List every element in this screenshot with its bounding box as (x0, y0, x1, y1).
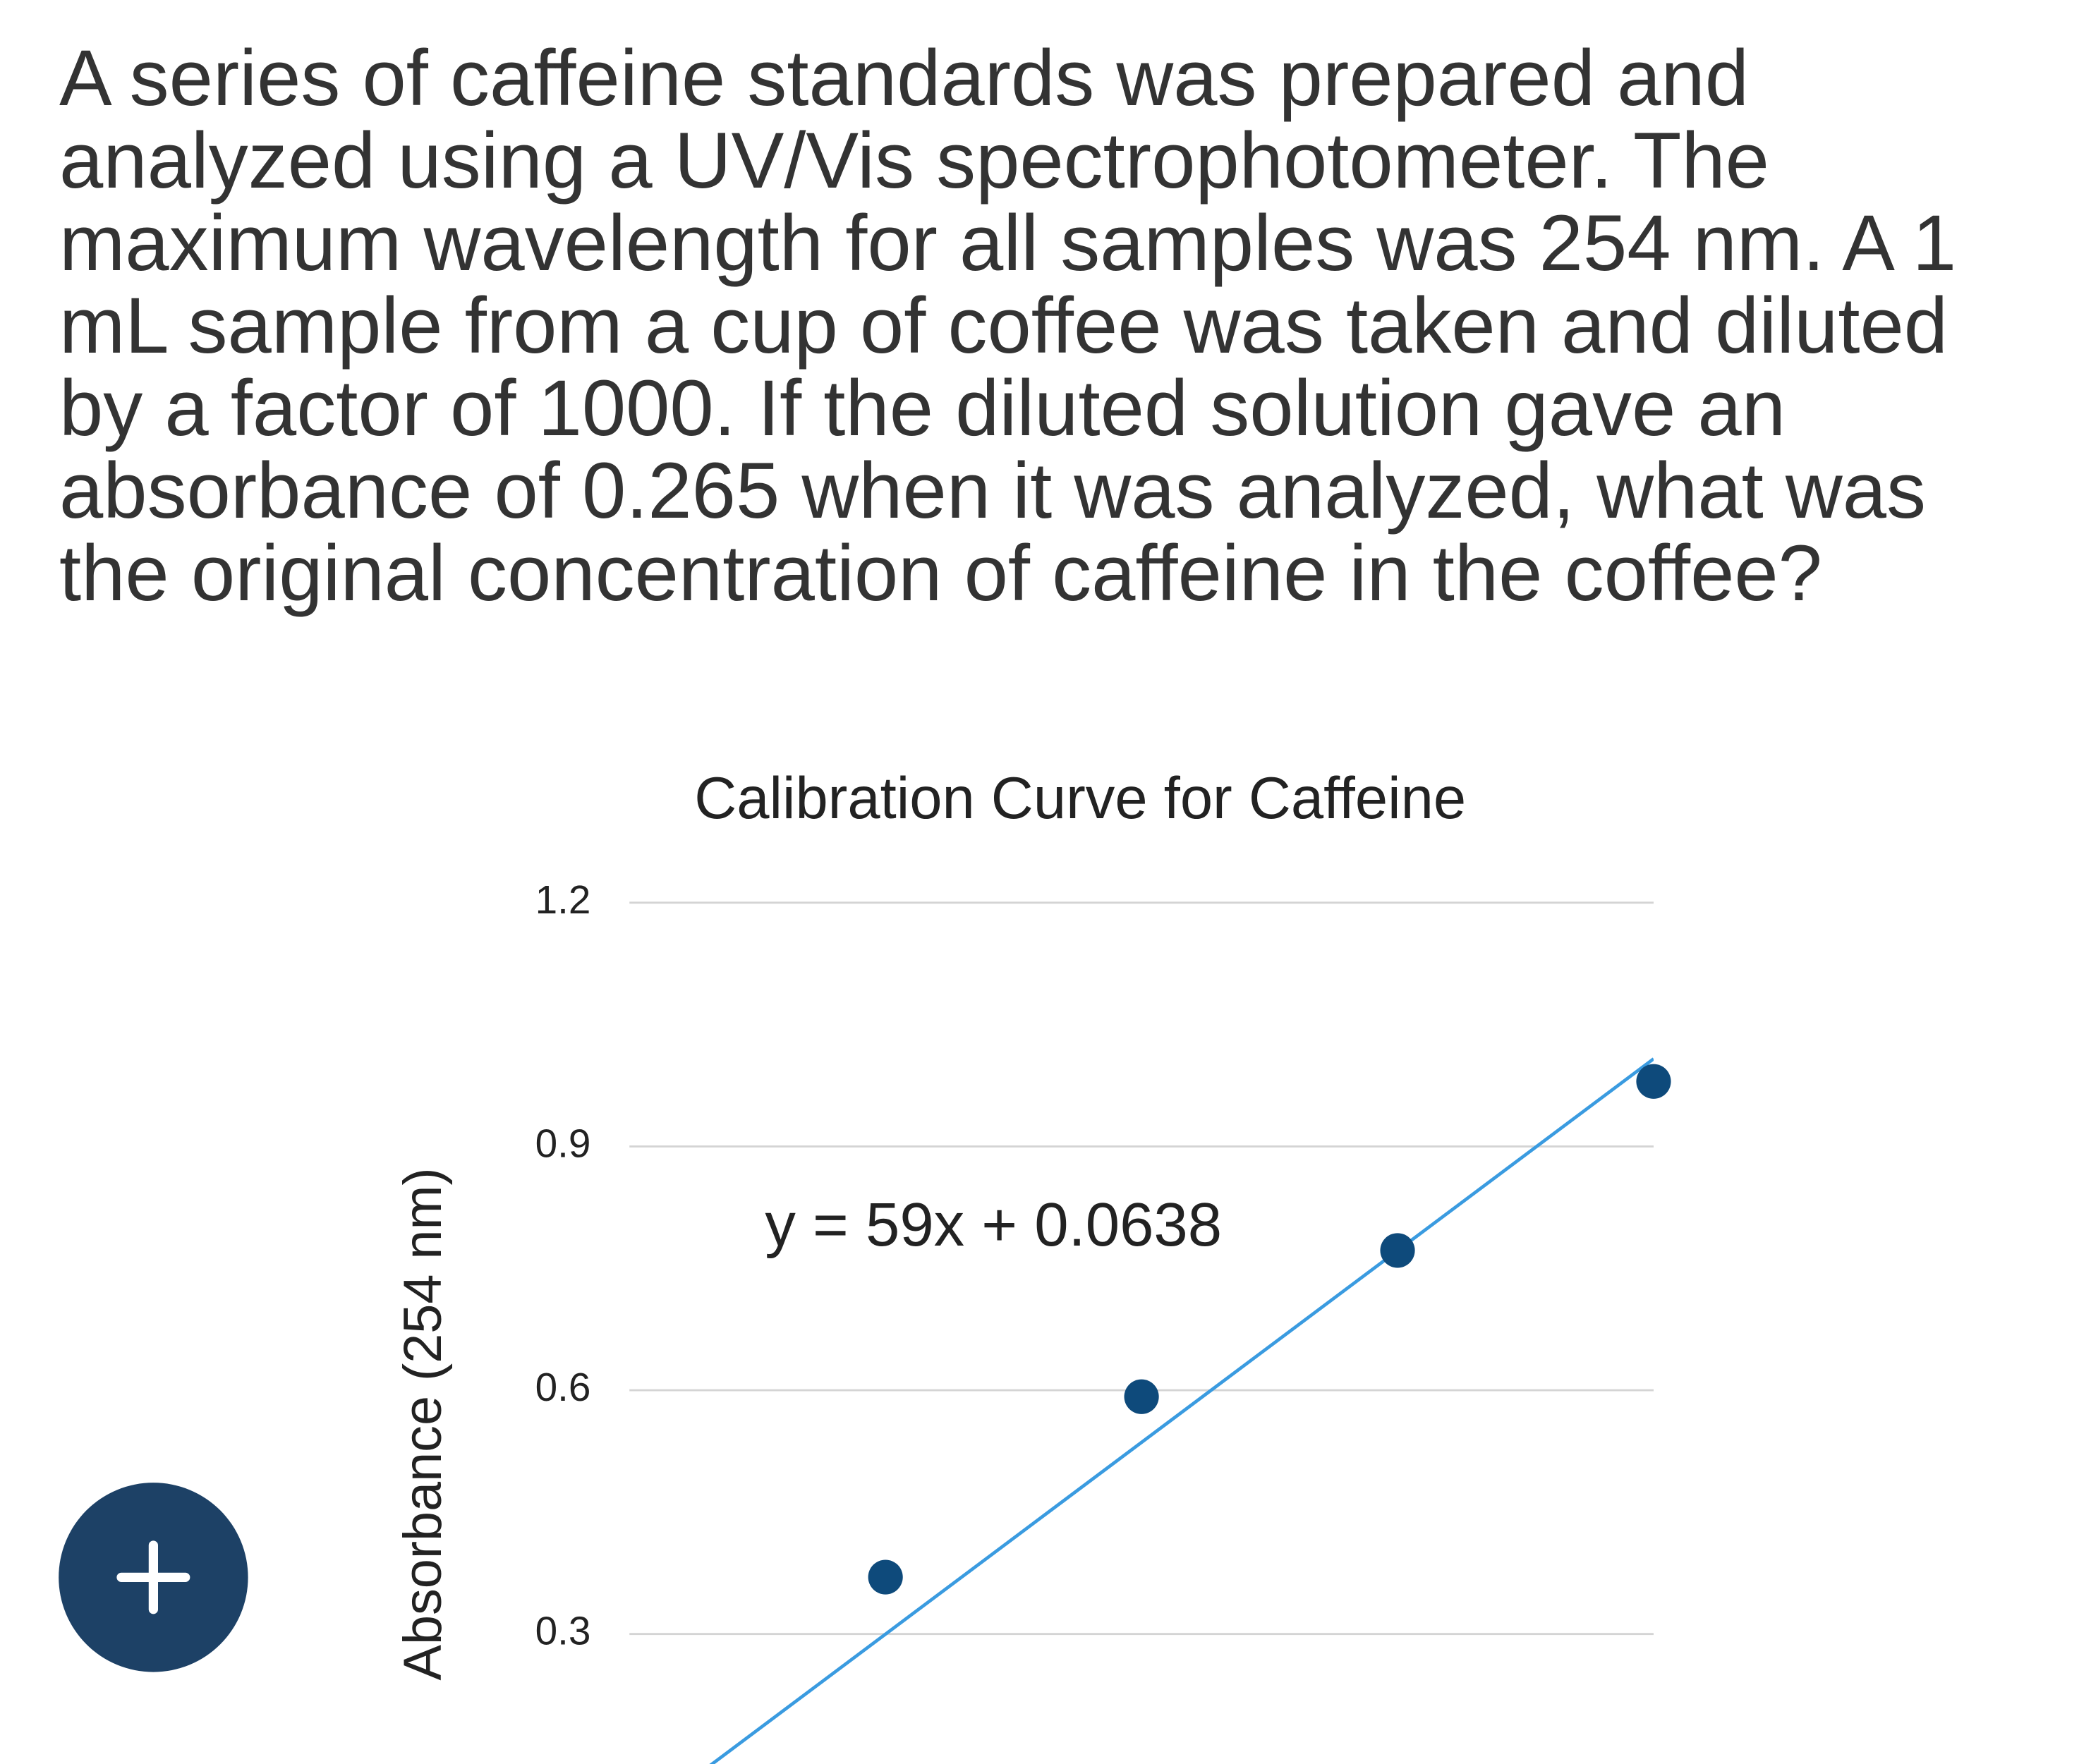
trendline-group (709, 1057, 1654, 1764)
plus-icon[interactable] (116, 1540, 190, 1614)
data-point (1124, 1379, 1159, 1414)
trendline (709, 1057, 1654, 1764)
data-point (868, 1559, 903, 1595)
data-point (1636, 1064, 1671, 1099)
y-tick-label: 1.2 (535, 878, 591, 923)
y-axis-label: Absorbance (254 nm) (394, 1167, 453, 1680)
data-point (1380, 1233, 1415, 1268)
y-tick-label: 0.3 (535, 1610, 591, 1654)
add-button[interactable] (59, 1483, 248, 1672)
question-text: A series of caffeine standards was prepa… (59, 34, 1957, 617)
chart-title: Calibration Curve for Caffeine (694, 765, 1466, 831)
y-tick-label: 0.6 (535, 1365, 591, 1410)
y-tick-label: 0.9 (535, 1121, 591, 1166)
trendline-equation: y = 59x + 0.0638 (765, 1191, 1222, 1259)
